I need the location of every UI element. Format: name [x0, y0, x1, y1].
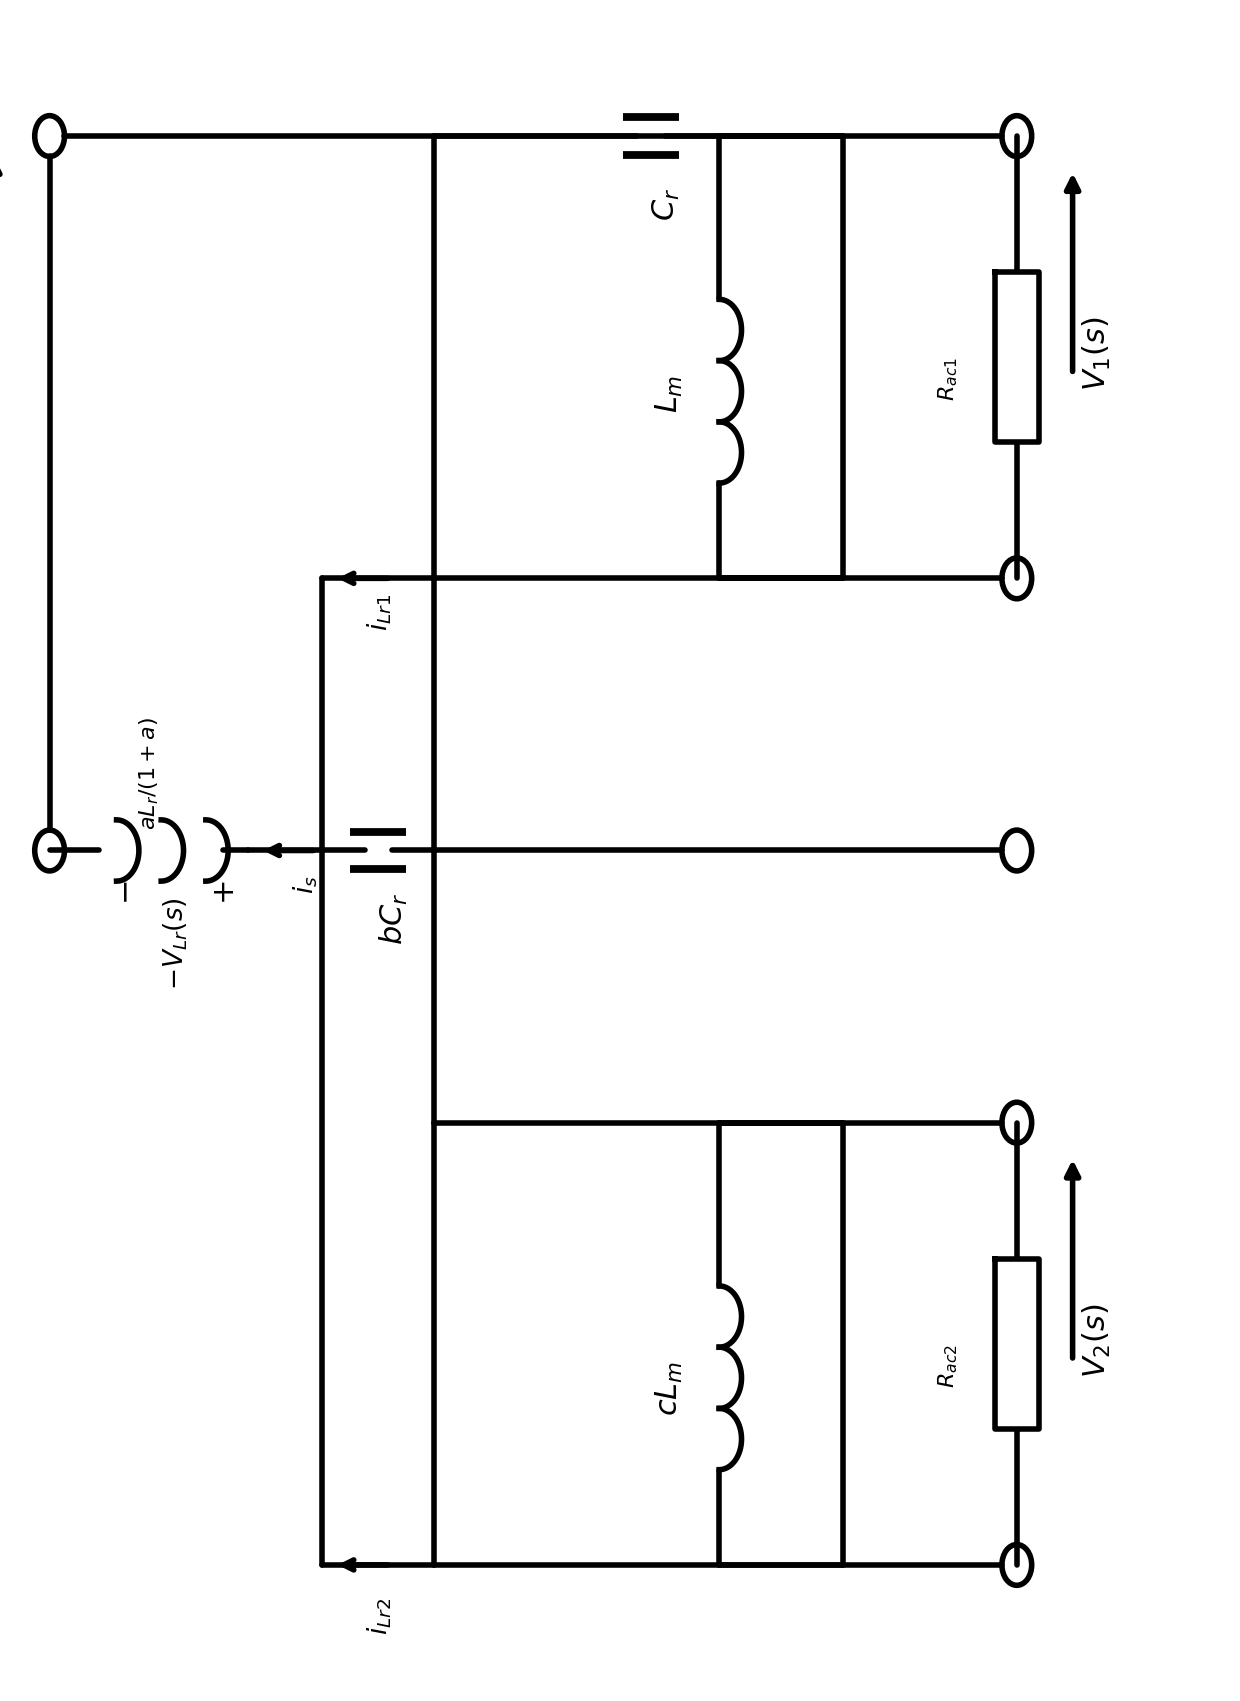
- Text: $C_r$: $C_r$: [651, 187, 682, 221]
- Text: $V_1(s)$: $V_1(s)$: [1081, 316, 1114, 391]
- Text: $R_{ac1}$: $R_{ac1}$: [936, 357, 961, 401]
- Text: $bC_r$: $bC_r$: [378, 893, 410, 944]
- Text: $i_{Lr2}$: $i_{Lr2}$: [366, 1597, 394, 1635]
- Text: $+$: $+$: [211, 881, 239, 905]
- Text: $-V_{Lr}(s)$: $-V_{Lr}(s)$: [161, 898, 190, 990]
- Text: $V_2(s)$: $V_2(s)$: [1081, 1303, 1114, 1378]
- Polygon shape: [994, 272, 1039, 442]
- Text: $L_m$: $L_m$: [653, 374, 686, 413]
- Text: $-$: $-$: [112, 881, 140, 905]
- Text: $i_{Lr1}$: $i_{Lr1}$: [366, 594, 394, 631]
- Text: $cL_m$: $cL_m$: [653, 1361, 686, 1415]
- Text: $R_{ac2}$: $R_{ac2}$: [936, 1344, 961, 1388]
- Polygon shape: [994, 1259, 1039, 1429]
- Text: $i_s$: $i_s$: [291, 876, 320, 893]
- Text: $aL_r/(1+a)$: $aL_r/(1+a)$: [138, 718, 161, 830]
